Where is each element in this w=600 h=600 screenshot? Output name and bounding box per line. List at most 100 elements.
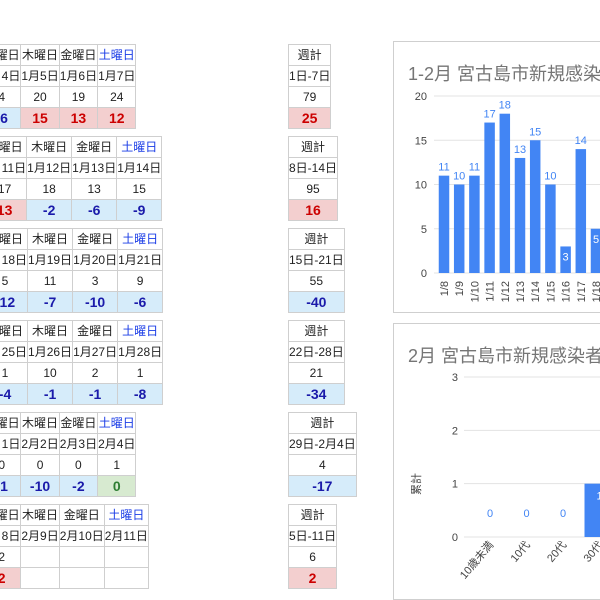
day-header: 水曜日 <box>0 136 28 158</box>
x-tick-label: 1/16 <box>561 281 573 302</box>
data-label: 3 <box>563 251 569 263</box>
daily-bar-chart: 0 5 10 15 20 11 1/8 10 1/9 11 1/10 17 1/11 18 1/12 13 1/… <box>415 91 600 302</box>
week-table: 水曜日木曜日金曜日土曜日1月11日1月12日1月13日1月14日17181315… <box>0 136 163 221</box>
y-tick-label: 2 <box>452 425 458 437</box>
date-cell: 2月1日 <box>0 433 22 455</box>
bar <box>453 184 465 273</box>
data-label: 14 <box>575 135 587 147</box>
diff-cell: -2 <box>58 475 99 497</box>
diff-cell: -12 <box>0 291 29 313</box>
bar <box>545 184 556 273</box>
y-axis-label: 累計 <box>409 473 423 495</box>
day-header: 水曜日 <box>0 504 22 526</box>
day-header: 水曜日 <box>0 320 29 342</box>
day-header: 水曜日 <box>0 228 29 250</box>
date-cell: 1月27日 <box>72 341 119 363</box>
diff-cell: 13 <box>58 107 99 129</box>
total-header: 週計 <box>287 504 338 526</box>
total-cell: 21 <box>288 362 345 384</box>
data-label: 0 <box>560 508 566 520</box>
count-cell: 19 <box>58 86 99 108</box>
diff-cell: -1 <box>0 475 22 497</box>
count-cell <box>103 546 149 568</box>
date-cell: 2月10日 <box>58 525 105 547</box>
bar <box>560 246 571 273</box>
count-cell: 20 <box>20 86 60 108</box>
day-header: 金曜日 <box>58 412 99 434</box>
count-cell: 0 <box>0 454 22 476</box>
count-cell: 0 <box>58 454 99 476</box>
count-cell: 18 <box>26 178 73 200</box>
data-label: 15 <box>529 126 541 138</box>
bar <box>484 122 495 273</box>
data-label: 10 <box>544 171 556 183</box>
data-label: 11 <box>469 162 480 174</box>
range-cell: 29日-2月4日 <box>288 433 357 455</box>
diff-cell: 2 <box>0 567 22 589</box>
day-header: 木曜日 <box>20 44 60 66</box>
chart-title: 2月 宮古島市新規感染者 <box>408 346 600 366</box>
date-cell: 2月11日 <box>103 525 149 547</box>
data-label: 0 <box>523 508 529 520</box>
x-tick-label: 1/14 <box>530 281 542 302</box>
day-header: 金曜日 <box>72 320 119 342</box>
data-label: 5 <box>593 234 599 246</box>
x-tick-label: 20代 <box>544 539 569 565</box>
diff-cell: -6 <box>117 291 164 313</box>
total-diff-cell: -40 <box>288 291 345 313</box>
diff-cell: -8 <box>117 383 164 405</box>
diff-cell: -1 <box>27 383 74 405</box>
total-header: 週計 <box>288 228 345 250</box>
x-tick-label: 1/12 <box>500 281 512 302</box>
range-cell: 1日-7日 <box>287 65 332 87</box>
count-cell: 24 <box>97 86 137 108</box>
total-diff-cell: 2 <box>287 567 338 589</box>
week-total-table: 週計 5日-11日 6 2 <box>287 504 338 589</box>
bar <box>469 175 480 273</box>
date-cell: 1月5日 <box>20 65 60 87</box>
y-tick-label: 20 <box>415 91 427 103</box>
date-cell: 1月19日 <box>27 249 74 271</box>
day-header: 金曜日 <box>71 136 118 158</box>
date-cell: 2月9日 <box>20 525 60 547</box>
diff-cell: 12 <box>97 107 137 129</box>
date-cell: 2月4日 <box>97 433 137 455</box>
data-label: 0 <box>487 508 493 520</box>
y-tick-label: 3 <box>452 372 458 384</box>
week-table: 水曜日木曜日金曜日土曜日 2月8日2月9日2月10日2月11日 22 <box>0 504 149 589</box>
count-cell: 17 <box>0 178 28 200</box>
week-table: 水曜日木曜日金曜日土曜日2月1日2月2日2月3日2月4日0001-1-10-20 <box>0 412 137 497</box>
diff-cell: -9 <box>116 199 163 221</box>
count-cell: 1 <box>117 362 164 384</box>
count-cell: 2 <box>72 362 119 384</box>
day-header: 金曜日 <box>58 44 99 66</box>
diff-cell: -6 <box>0 107 22 129</box>
diff-cell: -1 <box>72 383 119 405</box>
day-header: 水曜日 <box>0 44 22 66</box>
bar <box>575 149 587 273</box>
data-label: 18 <box>499 100 511 112</box>
range-cell: 22日-28日 <box>288 341 345 363</box>
diff-cell: -7 <box>27 291 74 313</box>
y-tick-label: 1 <box>452 479 458 491</box>
count-cell: 1 <box>0 362 29 384</box>
date-cell: 2月2日 <box>20 433 60 455</box>
y-tick-label: 10 <box>415 180 427 192</box>
day-header: 土曜日 <box>117 228 164 250</box>
y-tick-label: 5 <box>421 224 427 236</box>
count-cell: 15 <box>116 178 163 200</box>
x-tick-label: 1/13 <box>515 281 527 302</box>
week-total-table: 週計 8日-14日 95 16 <box>287 136 339 221</box>
date-cell: 1月4日 <box>0 65 22 87</box>
diff-cell: -6 <box>71 199 118 221</box>
date-cell: 1月11日 <box>0 157 28 179</box>
total-cell: 55 <box>288 270 345 292</box>
x-tick-label: 1/18 <box>591 281 600 302</box>
week-total-table: 週計 22日-28日 21 -34 <box>288 320 345 405</box>
count-cell <box>58 546 105 568</box>
date-cell: 1月14日 <box>116 157 163 179</box>
diff-cell <box>20 567 60 589</box>
total-diff-cell: -34 <box>288 383 345 405</box>
y-tick-label: 0 <box>452 532 458 544</box>
count-cell: 5 <box>0 270 29 292</box>
